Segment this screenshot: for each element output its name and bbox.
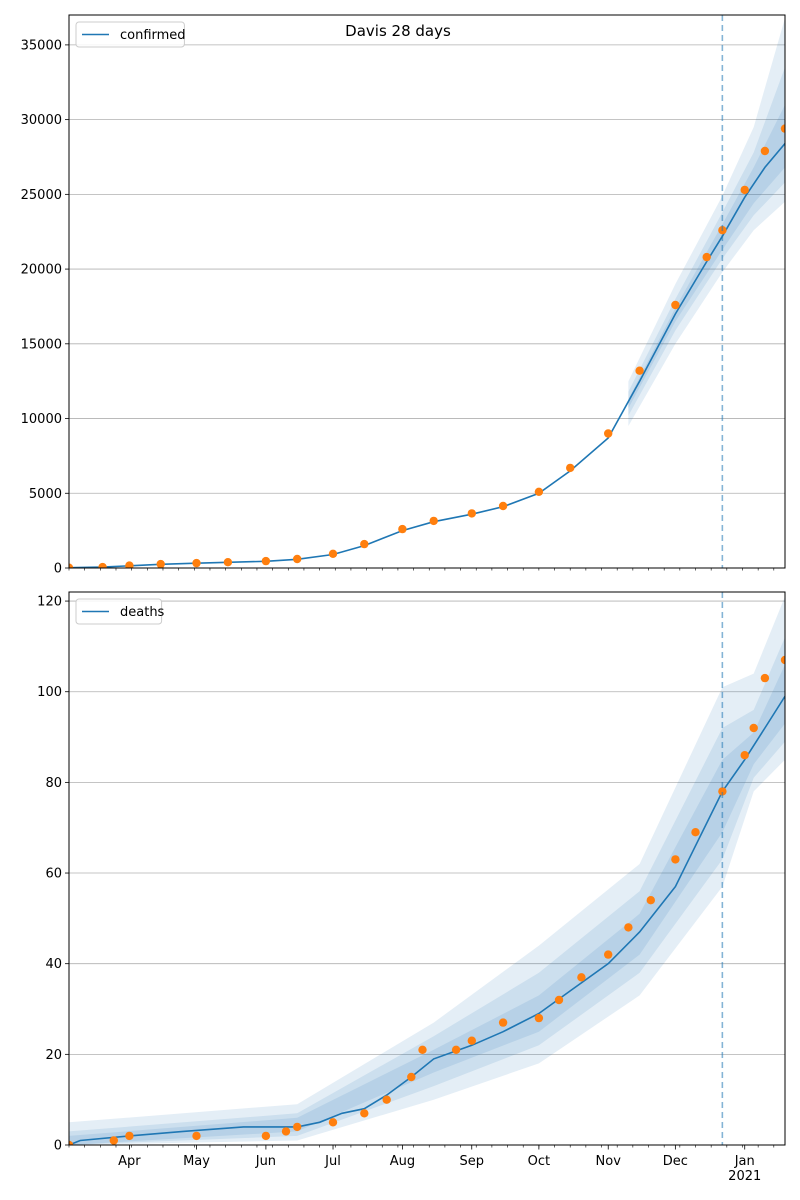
- deaths-observed-point: [418, 1045, 427, 1055]
- deaths-observed-point: [69, 1140, 74, 1145]
- deaths-observed-point: [498, 1018, 508, 1027]
- deaths-ytick-label: 100: [37, 685, 62, 700]
- deaths-panel: 0 20 40 60 80 100 120 Apr May Jun Jul Aug Sep Oct Nov D…: [37, 591, 786, 1184]
- deaths-observed-point: [125, 1131, 134, 1141]
- confirmed-legend-box: [75, 21, 185, 48]
- confirmed-ytick-label: 25000: [21, 188, 62, 203]
- confirmed-uncertainty-band: [628, 18, 785, 426]
- deaths-observed-point: [281, 1127, 291, 1136]
- confirmed-observed-point: [671, 300, 680, 310]
- confirmed-observed-point: [223, 558, 233, 567]
- confirmed-observed-point: [398, 524, 407, 534]
- deaths-xtick-label: Jun: [255, 1154, 276, 1169]
- deaths-xtick-label: Jan: [734, 1154, 755, 1169]
- confirmed-observed-point: [702, 252, 711, 262]
- confirmed-ytick-label: 0: [54, 562, 62, 577]
- deaths-observed-point: [624, 923, 633, 932]
- deaths-observed-point: [740, 751, 749, 760]
- confirmed-observed-point: [69, 563, 74, 568]
- deaths-xtick-label: May: [183, 1154, 210, 1169]
- deaths-xtick-label: Jul: [324, 1154, 341, 1169]
- confirmed-observed-point: [604, 429, 613, 438]
- confirmed-axes-frame: [68, 14, 786, 569]
- confirmed-ytick-label: 20000: [21, 263, 62, 278]
- deaths-observed-point: [293, 1122, 302, 1132]
- deaths-xtick-label: Nov: [596, 1154, 622, 1169]
- confirmed-ytick-label: 10000: [21, 412, 62, 427]
- confirmed-observed-point: [328, 549, 338, 558]
- deaths-ytick-label: 40: [45, 957, 62, 972]
- deaths-observed-point: [577, 973, 586, 982]
- confirmed-observed-point: [534, 487, 544, 496]
- deaths-legend: deaths: [75, 598, 165, 625]
- deaths-ytick-label: 20: [45, 1048, 62, 1063]
- confirmed-observed-point: [125, 561, 134, 568]
- deaths-ytick-label: 80: [45, 776, 62, 791]
- confirmed-observed-point: [429, 516, 438, 526]
- deaths-observed-point: [604, 950, 613, 959]
- confirmed-observed-point: [467, 509, 476, 518]
- deaths-observed-point: [718, 787, 727, 796]
- confirmed-observed-point: [635, 366, 644, 375]
- deaths-xtick-label: Sep: [459, 1154, 484, 1169]
- deaths-xtick-label: Aug: [390, 1154, 415, 1169]
- confirmed-ytick-label: 15000: [21, 337, 62, 352]
- deaths-legend-label: deaths: [120, 605, 165, 620]
- deaths-ytick-label: 0: [54, 1139, 62, 1154]
- deaths-observed-point: [407, 1072, 416, 1082]
- deaths-observed-point: [328, 1118, 338, 1127]
- confirmed-ytick-label: 5000: [29, 487, 62, 502]
- deaths-plot-area: [69, 596, 785, 1145]
- confirmed-observed-point: [760, 146, 770, 156]
- confirmed-ytick-label: 30000: [21, 113, 62, 128]
- deaths-axes-frame: [68, 591, 786, 1146]
- deaths-observed-point: [467, 1036, 476, 1045]
- deaths-xtick-label: 2021: [728, 1169, 761, 1184]
- deaths-observed-point: [646, 896, 655, 905]
- deaths-observed-point: [760, 673, 770, 683]
- deaths-observed-point: [192, 1131, 201, 1141]
- confirmed-legend: confirmed: [75, 21, 186, 48]
- deaths-observed-point: [360, 1109, 369, 1118]
- deaths-observed-point: [451, 1045, 461, 1055]
- deaths-observed-point: [261, 1131, 271, 1141]
- chart-title: Davis 28 days: [345, 22, 451, 40]
- deaths-observed-point: [671, 855, 680, 864]
- deaths-observed-point: [554, 995, 564, 1005]
- deaths-uncertainty-band: [69, 637, 785, 1145]
- deaths-observed-point: [780, 655, 785, 665]
- deaths-observed-point: [109, 1136, 119, 1145]
- confirmed-observed-point: [293, 554, 302, 564]
- confirmed-legend-label: confirmed: [120, 28, 186, 43]
- confirmed-plot-area: [69, 18, 785, 568]
- deaths-ytick-label: 60: [45, 867, 62, 882]
- confirmed-observed-point: [192, 558, 201, 568]
- deaths-observed-point: [749, 723, 758, 733]
- deaths-xtick-label: Dec: [663, 1154, 688, 1169]
- confirmed-observed-point: [566, 463, 575, 473]
- confirmed-observed-point: [98, 562, 107, 568]
- confirmed-panel: 0 5000 10000 15000 20000 25000 30000 35000 confi…: [21, 14, 786, 577]
- deaths-observed-point: [534, 1013, 544, 1023]
- deaths-observed-point: [691, 828, 700, 837]
- confirmed-observed-point: [740, 185, 749, 195]
- deaths-xtick-label: Oct: [528, 1154, 550, 1169]
- confirmed-observed-point: [156, 559, 165, 568]
- deaths-legend-box: [75, 598, 163, 625]
- confirmed-observed-point: [498, 501, 508, 511]
- confirmed-ytick-label: 35000: [21, 38, 62, 53]
- deaths-observed-point: [382, 1095, 391, 1104]
- deaths-ytick-label: 120: [37, 595, 62, 610]
- deaths-xtick-label: Apr: [118, 1154, 141, 1169]
- confirmed-observed-point: [261, 556, 271, 566]
- deaths-uncertainty-band: [69, 596, 785, 1145]
- confirmed-observed-point: [360, 539, 369, 549]
- confirmed-observed-point: [780, 124, 785, 133]
